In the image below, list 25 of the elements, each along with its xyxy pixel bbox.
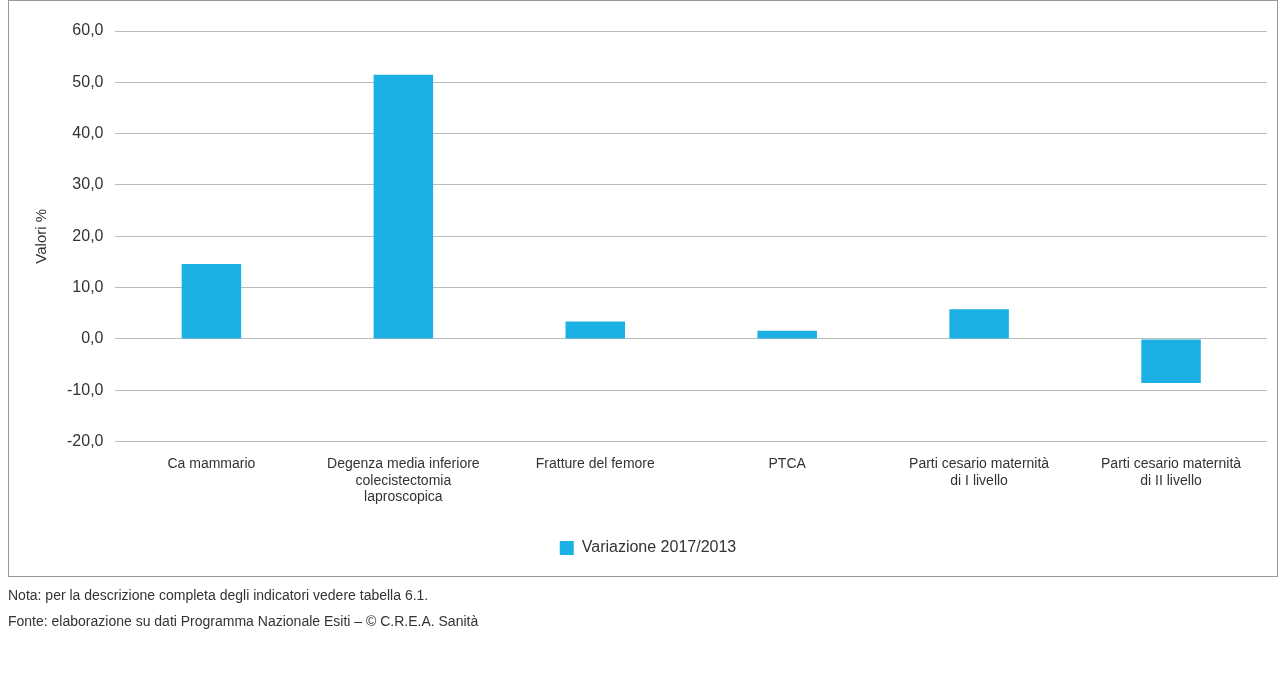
source-note: Fonte: elaborazione su dati Programma Nazionale Esiti – © C.R.E.A. Sanità — [8, 612, 479, 631]
x-tick-label: Parti cesario maternità di II livello — [1101, 454, 1242, 488]
y-tick-label: 20,0 — [72, 226, 104, 244]
text: Nota: per la descrizione completa degli indicatori vedere tabella 6.1. — [8, 586, 430, 605]
bar — [373, 74, 434, 339]
y-tick-label: 10,0 — [72, 278, 104, 296]
y-axis-title: Valori % — [32, 208, 50, 264]
bar — [181, 264, 242, 339]
y-tick-label: 40,0 — [72, 124, 104, 142]
bar — [757, 330, 817, 339]
y-tick-label: -10,0 — [67, 380, 104, 398]
y-tick-label: 60,0 — [72, 21, 104, 39]
x-tick-label: Ca mammario — [167, 454, 256, 471]
y-tick-label: 0,0 — [81, 329, 104, 347]
y-tick-label: 50,0 — [72, 72, 104, 90]
x-tick-label: Fratture del femore — [535, 454, 655, 471]
bar — [1141, 339, 1201, 384]
y-tick-label: 30,0 — [72, 175, 104, 193]
legend-label: Variazione 2017/2013 — [581, 538, 737, 556]
bar — [949, 309, 1009, 339]
y-tick-label: -20,0 — [67, 432, 104, 450]
bar — [565, 321, 626, 339]
x-tick-label: PTCA — [768, 454, 807, 471]
x-tick-label: Parti cesario maternità di I livello — [909, 454, 1050, 488]
x-tick-label: Degenza media inferiore colecistectomia laproscopica — [327, 454, 480, 505]
